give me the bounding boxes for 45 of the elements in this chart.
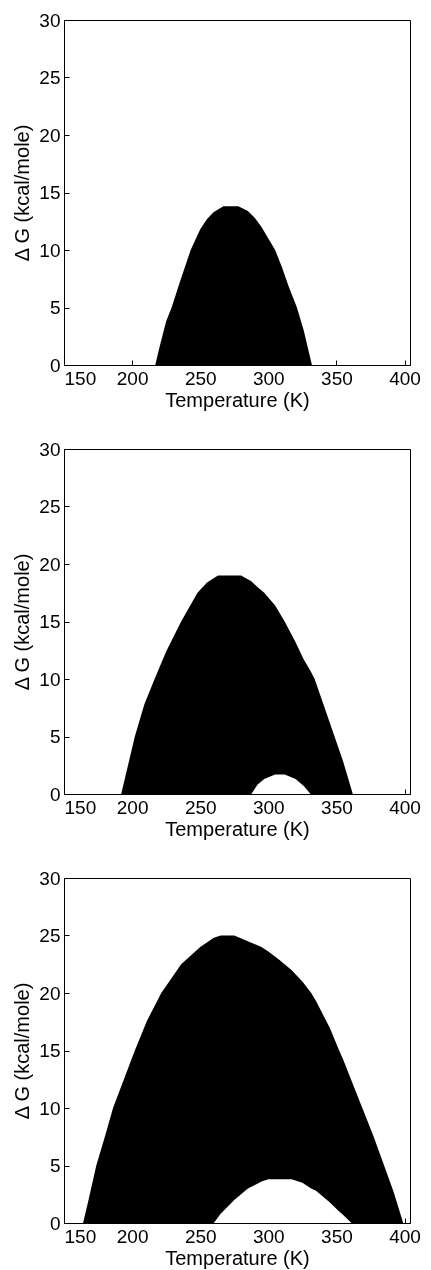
x-tick-label: 350 [321,1225,353,1247]
y-tick-label: 0 [49,783,61,805]
y-tick-label: 20 [39,553,61,575]
x-tick-label: 250 [184,367,217,389]
x-tick-label: 200 [116,367,149,389]
y-tick-label: 5 [49,297,61,318]
x-tick-label: 350 [321,367,353,389]
y-tick-label: 0 [49,354,61,376]
y-tick-label: 15 [39,611,61,632]
y-tick-label: 25 [39,67,61,88]
y-tick-label: 10 [39,239,61,261]
x-tick-label: 150 [64,1225,97,1247]
y-tick-label: 30 [39,9,61,31]
y-tick-label: 20 [39,982,61,1004]
y-tick-label: 20 [39,124,61,146]
y-tick-label: 25 [39,496,61,517]
x-tick-label: 200 [116,1225,149,1247]
y-tick-label: 0 [49,1212,61,1234]
x-axis-title: Temperature (K) [165,1246,310,1269]
y-tick-label: 5 [49,726,61,747]
x-tick-label: 150 [64,367,97,389]
x-tick-label: 400 [389,367,421,389]
y-tick-label: 15 [39,1040,61,1061]
y-tick-label: 10 [39,1097,61,1119]
y-tick-label: 30 [39,438,61,460]
x-tick-label: 150 [64,796,97,818]
y-axis-title: Δ G (kcal/mole) [11,553,34,691]
y-tick-label: 10 [39,668,61,690]
x-tick-label: 300 [252,367,285,389]
x-axis-title: Temperature (K) [165,388,310,411]
y-axis-title: Δ G (kcal/mole) [11,124,34,262]
x-tick-label: 350 [321,796,353,818]
y-tick-label: 15 [39,182,61,203]
x-tick-label: 400 [389,1225,421,1247]
y-tick-label: 5 [49,1155,61,1176]
y-axis-title: Δ G (kcal/mole) [11,982,34,1120]
x-tick-label: 300 [252,796,285,818]
x-tick-label: 400 [389,796,421,818]
x-tick-label: 250 [184,1225,217,1247]
x-tick-label: 250 [184,796,217,818]
x-tick-label: 300 [252,1225,285,1247]
x-tick-label: 200 [116,796,149,818]
x-axis-title: Temperature (K) [165,817,310,840]
y-tick-label: 30 [39,867,61,889]
y-tick-label: 25 [39,925,61,946]
